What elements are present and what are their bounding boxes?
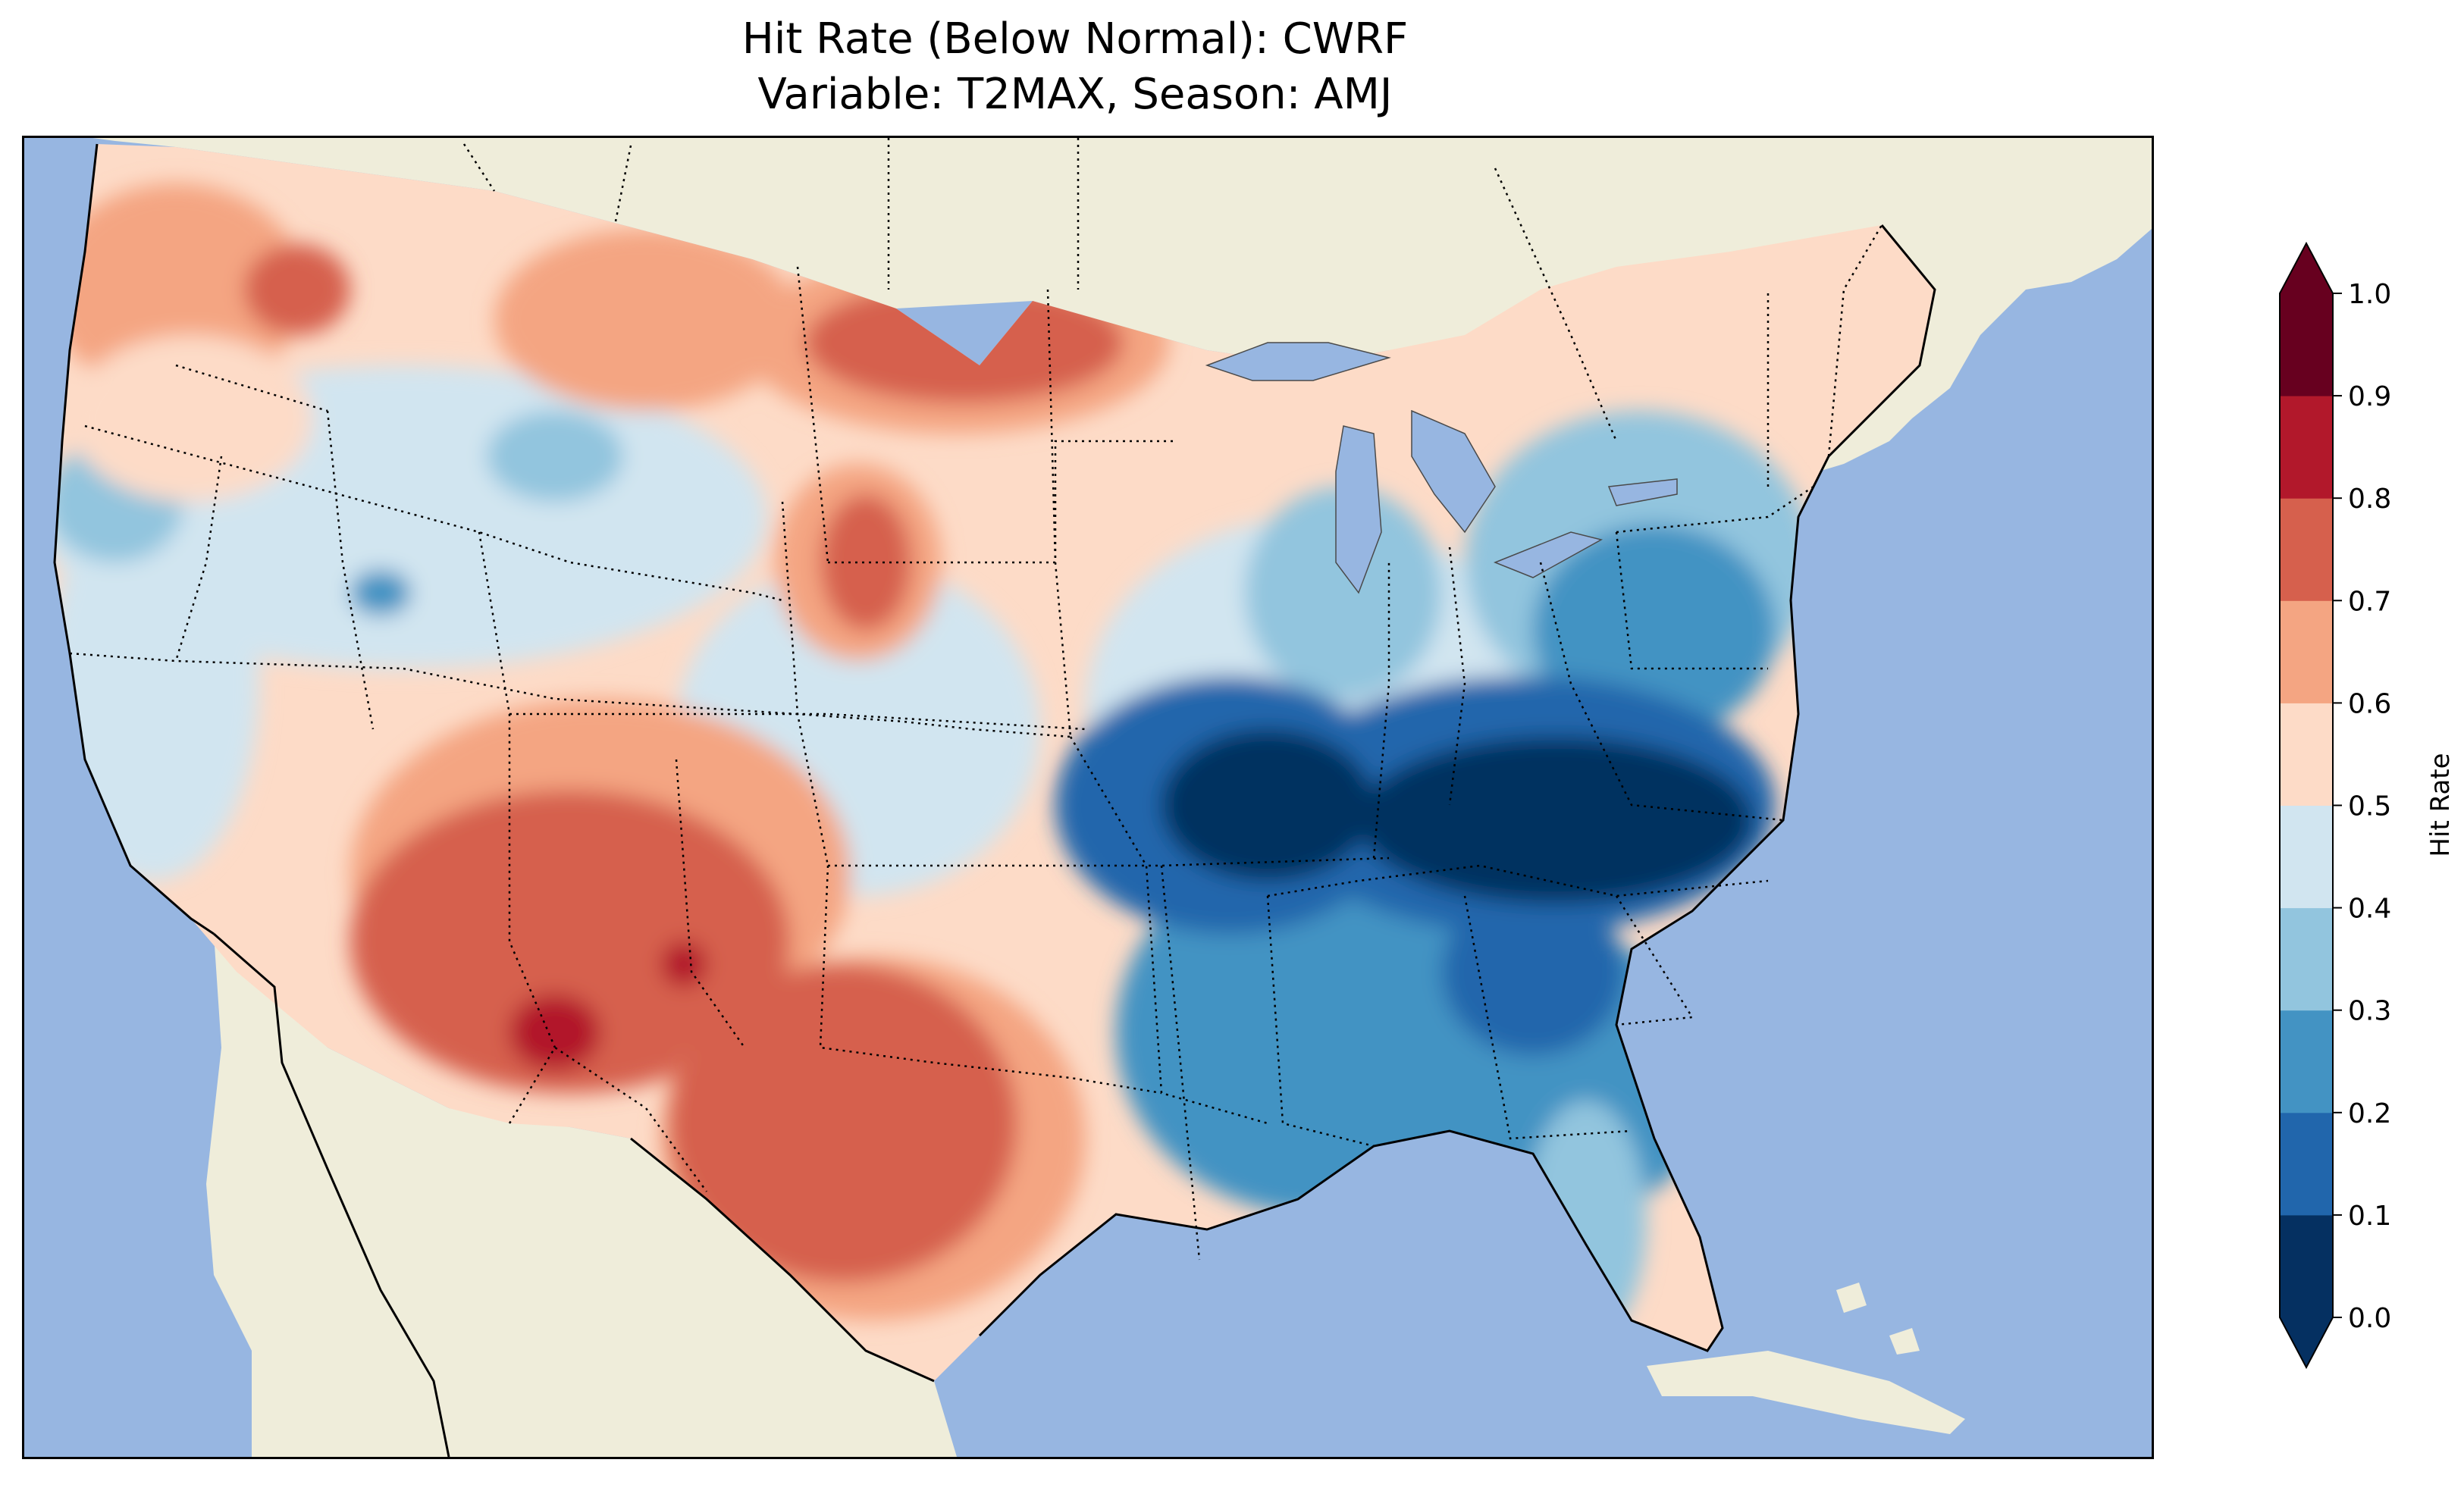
great-lakes: [1205, 342, 1678, 594]
chart-title-line-1: Hit Rate (Below Normal): CWRF: [741, 14, 1409, 64]
field-patch: [494, 229, 798, 411]
border-line: [1494, 168, 1618, 442]
border-line: [1046, 289, 1072, 738]
field-patch: [509, 994, 600, 1070]
bahamas-land: [1836, 1283, 1920, 1355]
field-patch: [820, 494, 911, 631]
border-line: [796, 266, 829, 563]
west-coastline: [53, 143, 215, 935]
border-line: [1160, 865, 1201, 1261]
baja-coastline: [213, 932, 450, 1457]
border-line: [819, 865, 1162, 1095]
border-line: [828, 440, 1177, 564]
field-patch: [350, 790, 790, 1093]
field-patch: [661, 941, 707, 987]
colorbar-label: Hit Rate: [2425, 753, 2456, 857]
colorbar-tick-label: 0.3: [2348, 996, 2391, 1027]
border-line: [1539, 562, 1784, 822]
border-line: [1463, 895, 1632, 1140]
colorbar-segment: [2280, 703, 2333, 806]
border-line: [1448, 547, 1466, 806]
colorbar-segment: [2280, 907, 2333, 1011]
colorbar-tick-label: 0.5: [2348, 791, 2391, 822]
border-line: [1266, 895, 1375, 1148]
colorbar-segment: [2280, 600, 2333, 703]
lake-huron: [1411, 409, 1496, 534]
field-patch: [55, 487, 259, 881]
colorbar-segment: [2280, 1112, 2333, 1216]
field-patch: [1442, 888, 1624, 1055]
colorbar-segment: [2280, 498, 2333, 601]
border-line: [1615, 531, 1768, 670]
field-patch: [1245, 487, 1442, 699]
lake-superior: [1205, 342, 1391, 381]
colorbar-under-triangle: [2280, 1317, 2333, 1367]
colorbar-tick-label: 0.6: [2348, 688, 2391, 719]
map-panel: [22, 136, 2154, 1459]
field-patch: [244, 244, 350, 335]
border-line: [1616, 485, 1814, 534]
state-borders: [69, 138, 1883, 1261]
coastlines: [53, 143, 1936, 1457]
colorbar-tick-label: 0.8: [2348, 484, 2391, 515]
map-canvas: [53, 138, 2152, 1457]
border-line: [462, 143, 496, 192]
colorbar-tick-label: 0.1: [2348, 1201, 2391, 1232]
colorbar-outline: [2279, 241, 2334, 1370]
field-patch: [1359, 737, 1753, 904]
colorbar-tick-label: 0.4: [2348, 894, 2391, 925]
field-patch: [669, 964, 1017, 1283]
colorbar-segment: [2280, 1010, 2333, 1113]
colorbar-segment: [2280, 805, 2333, 909]
colorbar-segment: [2280, 1214, 2333, 1318]
border-line: [69, 652, 404, 670]
cuba-land: [1647, 1351, 1965, 1434]
border-line: [675, 759, 746, 1048]
gulf-coastline: [630, 224, 1936, 1383]
colorbar-tick-label: 0.7: [2348, 586, 2391, 617]
border-line: [828, 857, 1390, 867]
colorbar-tick-label: 0.2: [2348, 1098, 2391, 1129]
field-patch: [487, 411, 623, 502]
field-patch: [70, 335, 312, 502]
border-line: [174, 456, 223, 662]
border-line: [403, 667, 1071, 738]
lake-ontario: [1607, 478, 1678, 506]
lake-michigan: [1335, 425, 1382, 594]
border-line: [1827, 224, 1883, 457]
colorbar-ticks: 0.0 0.1 0.2 0.3 0.4 0.5 0.6 0.7 0.8 0.9 1.0: [2333, 279, 2391, 1334]
colorbar-segments: [2280, 293, 2333, 1318]
lake-erie: [1493, 531, 1603, 578]
colorbar-tick-label: 0.0: [2348, 1303, 2391, 1334]
colorbar-over-triangle: [2280, 243, 2333, 293]
colorbar-segment: [2280, 293, 2333, 396]
colorbar-tick-label: 1.0: [2348, 279, 2391, 310]
border-line: [326, 410, 375, 730]
chart-title-line-2: Variable: T2MAX, Season: AMJ: [757, 70, 1393, 119]
border-line: [1267, 864, 1769, 897]
colorbar-tick-label: 0.9: [2348, 381, 2391, 412]
field-patch: [1161, 729, 1374, 881]
colorbar-segment: [2280, 396, 2333, 499]
baja-peninsula: [214, 934, 449, 1457]
field-patch: [350, 570, 411, 615]
